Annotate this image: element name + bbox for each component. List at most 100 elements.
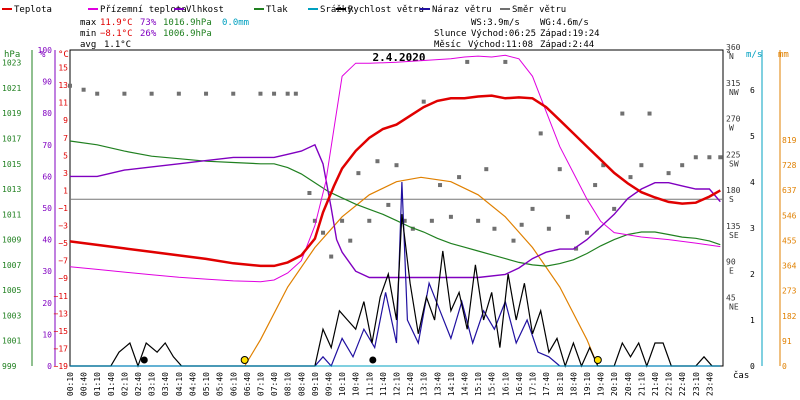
stats-min-label: min [80, 29, 96, 39]
tick-dir: 90 [726, 258, 736, 267]
tick-dir: 180 [726, 186, 741, 195]
legend-item-tlak: Tlak [254, 5, 288, 15]
tick-dir: 225 [726, 150, 741, 159]
axis-unit-hpa: hPa [4, 50, 20, 60]
wind-dir-point [429, 218, 434, 223]
tick-time: 19:40 [597, 372, 606, 396]
tick-time: 22:10 [665, 372, 674, 396]
tick-time: 05:10 [202, 372, 211, 396]
axis-ticks: 1023102110191017101510131011100910071005… [2, 43, 797, 396]
tick-time: 04:40 [188, 372, 197, 396]
wind-dir-point [503, 59, 508, 64]
tick-hpa: 1009 [2, 236, 21, 245]
tick-time: 04:10 [175, 372, 184, 396]
legend-item-rychlost: Rychlost větru [336, 5, 424, 15]
wind-dir-point [340, 218, 345, 223]
wind-dir-point [546, 226, 551, 231]
stats-min-temp: −8.1°C [100, 29, 133, 39]
tick-time: 18:10 [556, 372, 565, 396]
wind-dir-point [530, 206, 535, 211]
tick-time: 17:40 [542, 372, 551, 396]
tick-time: 14:40 [461, 372, 470, 396]
tick-time: 20:10 [610, 372, 619, 396]
wind-dir-point [149, 91, 154, 96]
tick-temp: 5 [63, 151, 68, 160]
tick-dir-name: N [729, 52, 734, 61]
tick-time: 21:10 [637, 372, 646, 396]
axis-unit-pct: % [40, 50, 46, 60]
wind-dir-point [538, 131, 543, 136]
tick-time: 23:10 [692, 372, 701, 396]
wind-dir-point [204, 91, 209, 96]
legend-smer: Směr větru [512, 5, 566, 15]
tick-time: 23:40 [705, 372, 714, 396]
tick-time: 03:40 [161, 372, 170, 396]
tick-mm: 273 [782, 287, 797, 296]
tick-temp: −19 [54, 362, 69, 371]
tick-hpa: 1003 [2, 311, 21, 320]
tick-time: 21:40 [651, 372, 660, 396]
chart-title: 2.4.2020 [373, 51, 426, 64]
moonrise-marker [369, 356, 377, 364]
tick-pct: 20 [42, 299, 52, 308]
stats-max-rain: 0.0mm [222, 18, 249, 28]
wind-dir-point [402, 218, 407, 223]
sunset-marker [593, 356, 602, 364]
tick-time: 02:40 [134, 372, 143, 396]
tick-time: 00:40 [80, 372, 89, 396]
sun-curve [244, 176, 599, 367]
tick-time: 09:10 [311, 372, 320, 396]
wind-dir-point [584, 230, 589, 235]
wind-dir-point [593, 183, 598, 188]
moonset-marker [140, 356, 148, 364]
wind-dir-point [557, 167, 562, 172]
stats-max-hum: 73% [140, 18, 157, 28]
info-block: WS:3.9m/s WG:4.6m/s Slunce Východ:06:25 … [434, 18, 600, 50]
tick-hpa: 1019 [2, 109, 21, 118]
tick-time: 01:10 [93, 372, 102, 396]
tick-time: 13:10 [420, 372, 429, 396]
tick-time: 14:10 [447, 372, 456, 396]
wind-dir-point [81, 87, 86, 92]
tick-hpa: 1001 [2, 337, 21, 346]
info-moon-label: Měsíc [434, 40, 461, 50]
tick-pct: 30 [42, 267, 52, 276]
sunrise-marker [240, 356, 249, 364]
wind-dir-point [386, 202, 391, 207]
wind-dir-point [612, 206, 617, 211]
series-tlak [69, 140, 721, 267]
tick-temp: −1 [58, 204, 68, 213]
tick-temp: −9 [58, 274, 68, 283]
tick-ms: 3 [750, 224, 755, 233]
info-moon-rise: Východ:11:08 [468, 40, 533, 50]
wind-dir-point [511, 238, 516, 243]
legend-rychlost: Rychlost větru [348, 5, 424, 15]
wind-dir-point [285, 91, 290, 96]
tick-temp: −7 [58, 257, 68, 266]
series-prizemni [69, 54, 721, 283]
tick-temp: 3 [63, 169, 68, 178]
tick-temp: −5 [58, 239, 68, 248]
tick-ms: 5 [750, 132, 755, 141]
tick-hpa: 999 [2, 362, 17, 371]
wind-dir-point [465, 59, 470, 64]
legend-naraz: Náraz větru [432, 5, 492, 15]
wind-dir-point [457, 175, 462, 180]
tick-time: 19:10 [583, 372, 592, 396]
tick-temp: 11 [58, 99, 68, 108]
info-moon-set: Západ:2:44 [540, 40, 594, 50]
wind-dir-point [484, 167, 489, 172]
stats-block: max 11.9°C 73% 1016.9hPa 0.0mm min −8.1°… [80, 18, 249, 50]
wind-dir-point [492, 226, 497, 231]
legend: Teplota Přízemní teplota Vlhkost Tlak Sr… [2, 5, 566, 15]
wind-dir-point [680, 163, 685, 168]
wind-dir-point [421, 99, 426, 104]
wind-dir-point [312, 218, 317, 223]
wind-dir-point [438, 183, 443, 188]
tick-time: 07:40 [270, 372, 279, 396]
tick-mm: 91 [782, 337, 792, 346]
info-sun-set: Západ:19:24 [540, 29, 600, 39]
wind-dir-point [375, 159, 380, 164]
tick-dir: 135 [726, 222, 741, 231]
